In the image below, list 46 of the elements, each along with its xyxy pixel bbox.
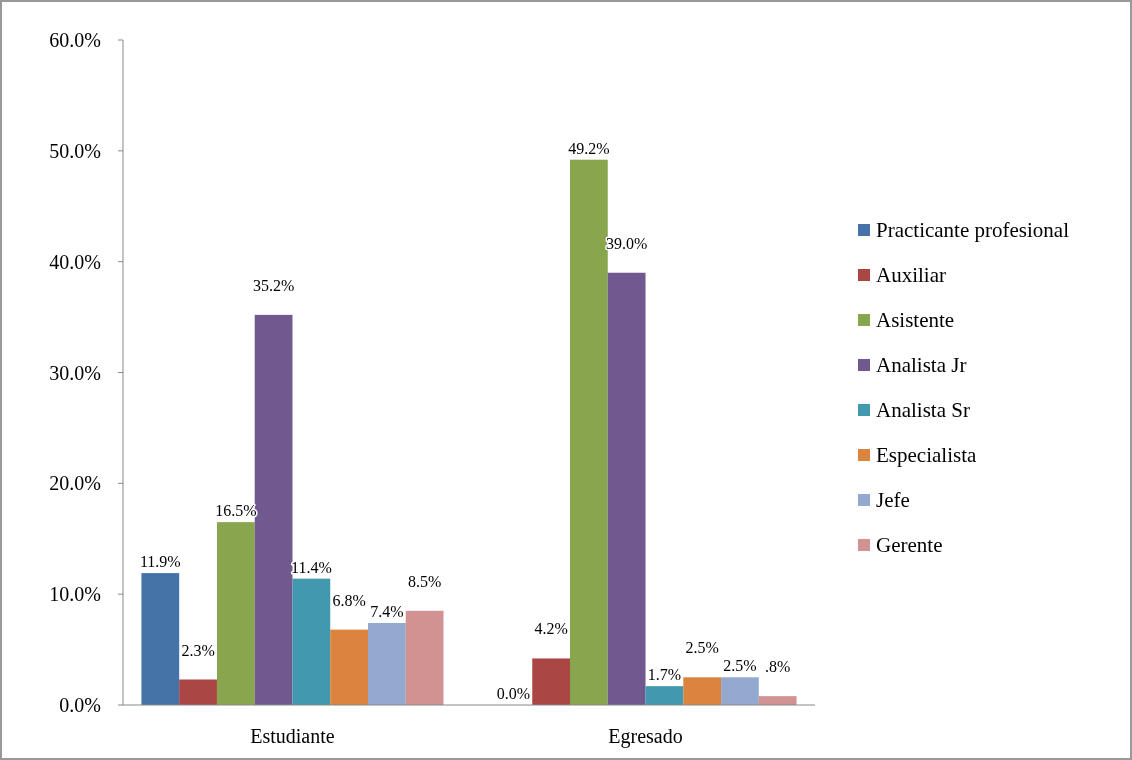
bar: [570, 159, 608, 705]
legend-label: Analista Jr: [876, 353, 967, 378]
y-tick-label: 50.0%: [49, 139, 101, 162]
legend-label: Analista Sr: [876, 398, 970, 423]
y-tick-label: 60.0%: [49, 29, 101, 51]
data-label: 11.4%: [290, 558, 332, 576]
bar: [254, 314, 293, 705]
legend-label: Auxiliar: [876, 263, 946, 288]
x-tick-label: Egresado: [608, 725, 683, 748]
data-label: 2.5%: [685, 639, 719, 657]
bar: [292, 578, 331, 705]
bar: [141, 573, 180, 705]
legend-label: Practicante profesional: [876, 218, 1070, 243]
data-label: 35.2%: [252, 276, 295, 294]
bar: [607, 272, 646, 705]
bar: [179, 679, 217, 705]
data-label: 49.2%: [568, 139, 610, 157]
bar: [532, 658, 571, 705]
legend-label: Especialista: [876, 443, 977, 468]
y-tick-label: 20.0%: [49, 472, 101, 495]
bar: [683, 677, 722, 705]
bar: [758, 696, 797, 705]
bar: [721, 677, 759, 705]
data-label: .8%: [765, 658, 791, 676]
data-label: 11.9%: [139, 553, 181, 571]
bar: [330, 629, 368, 705]
data-label: 6.8%: [332, 591, 366, 609]
data-label: 2.3%: [181, 641, 215, 659]
bar: [216, 522, 255, 705]
bar: [367, 622, 406, 705]
y-tick-label: 30.0%: [49, 361, 101, 384]
x-tick-label: Estudiante: [250, 725, 335, 747]
data-label: 2.5%: [723, 657, 757, 675]
data-label: 4.2%: [534, 620, 568, 638]
bar: [405, 610, 444, 705]
legend-label: Jefe: [876, 488, 910, 513]
y-tick-label: 10.0%: [49, 583, 101, 606]
legend-label: Asistente: [876, 308, 955, 333]
data-label: 1.7%: [647, 666, 682, 684]
data-label: 0.0%: [496, 685, 531, 702]
legend-label: Gerente: [876, 533, 943, 558]
data-label: 8.5%: [407, 572, 442, 590]
bar: [645, 686, 684, 705]
y-tick-label: 0.0%: [59, 694, 101, 716]
data-label: 7.4%: [370, 602, 404, 620]
y-tick-label: 40.0%: [49, 250, 101, 273]
